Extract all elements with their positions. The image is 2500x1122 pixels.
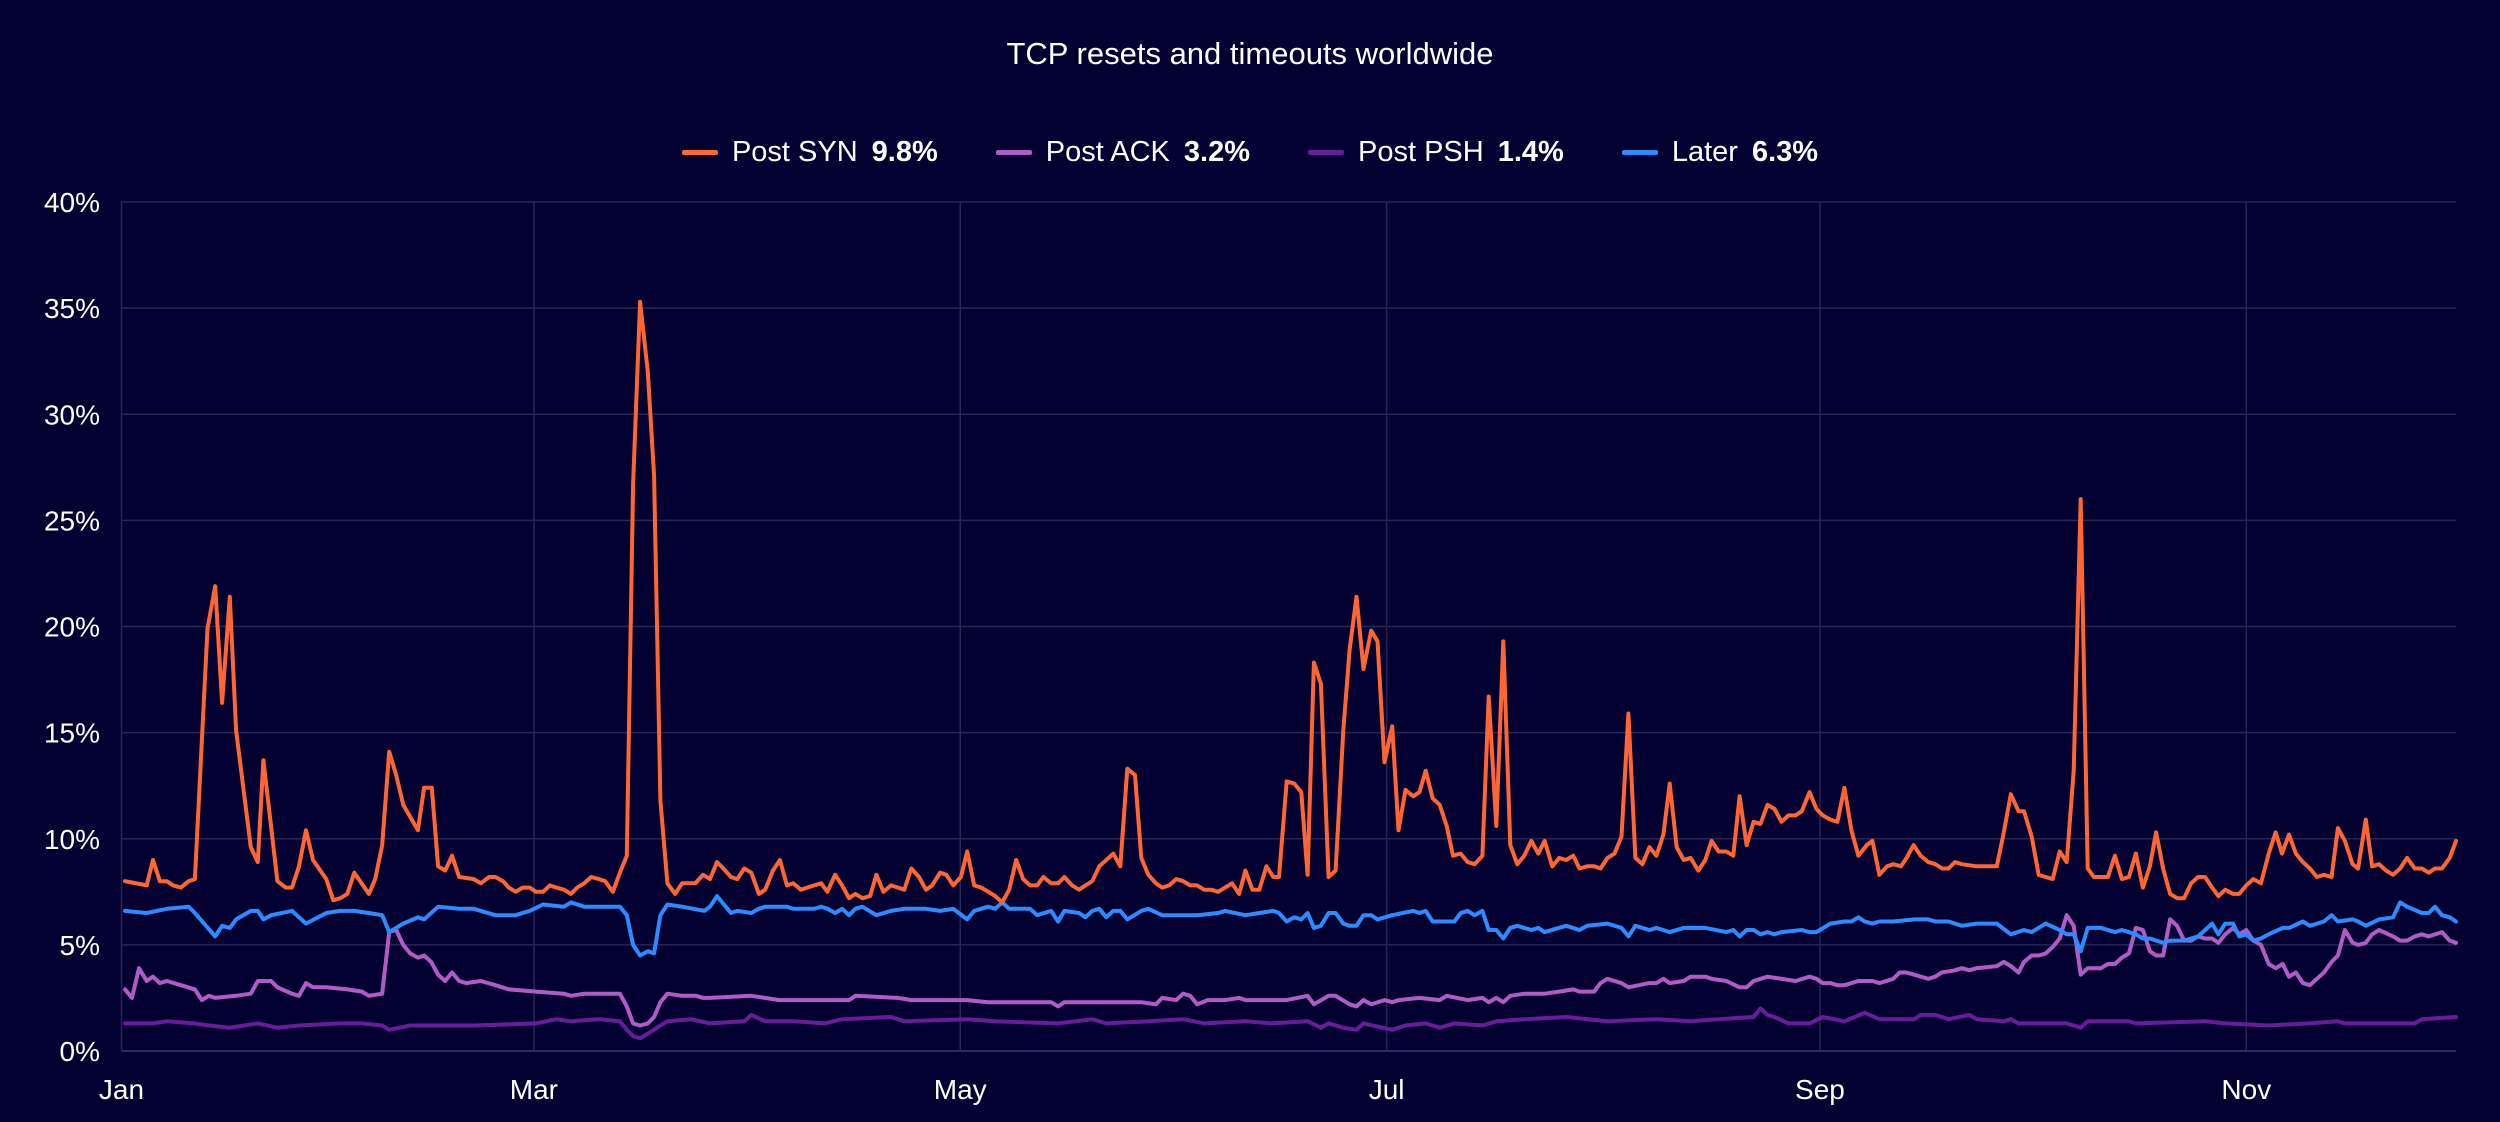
legend-label: Later bbox=[1671, 136, 1738, 168]
y-tick-label: 25% bbox=[44, 505, 100, 536]
legend: Post SYN 9.8% Post ACK 3.2% Post PSH 1.4… bbox=[0, 136, 2500, 169]
chart-title: TCP resets and timeouts worldwide bbox=[1006, 36, 1494, 71]
y-tick-label: 10% bbox=[44, 824, 100, 855]
legend-item-later[interactable]: Later 6.3% bbox=[1621, 136, 1819, 169]
y-tick-label: 0% bbox=[60, 1036, 100, 1067]
legend-swatch-later bbox=[1621, 150, 1658, 155]
legend-swatch-post-psh bbox=[1308, 150, 1344, 155]
y-tick-label: 15% bbox=[44, 718, 100, 749]
x-tick-label: May bbox=[934, 1074, 987, 1105]
legend-value: 9.8% bbox=[871, 136, 938, 168]
legend-label: Post PSH bbox=[1358, 136, 1484, 168]
y-axis: 0% 5% 10% 15% 20% 25% 30% 35% 40% bbox=[44, 187, 100, 1067]
legend-label: Post SYN bbox=[731, 136, 858, 168]
legend-value: 1.4% bbox=[1497, 136, 1564, 168]
series-line-post-psh[interactable] bbox=[123, 1006, 2458, 1041]
legend-value: 3.2% bbox=[1183, 136, 1250, 168]
y-tick-label: 5% bbox=[60, 930, 100, 961]
series-line-post-syn[interactable] bbox=[123, 299, 2458, 905]
x-tick-label: Jan bbox=[99, 1074, 144, 1105]
y-tick-label: 40% bbox=[44, 187, 100, 218]
legend-value: 6.3% bbox=[1751, 136, 1819, 168]
series-line-post-ack[interactable] bbox=[123, 913, 2458, 1028]
x-tick-label: Jul bbox=[1369, 1074, 1405, 1105]
series-line-later[interactable] bbox=[123, 894, 2458, 958]
y-tick-label: 20% bbox=[44, 612, 100, 643]
legend-swatch-post-ack bbox=[995, 150, 1032, 155]
y-tick-label: 35% bbox=[44, 293, 100, 324]
x-tick-label: Sep bbox=[1795, 1074, 1845, 1105]
legend-item-post-syn[interactable]: Post SYN 9.8% bbox=[681, 136, 938, 169]
x-tick-label: Nov bbox=[2221, 1074, 2271, 1105]
x-axis: Jan Mar May Jul Sep Nov bbox=[99, 1074, 2271, 1105]
x-tick-label: Mar bbox=[510, 1074, 558, 1105]
legend-item-post-ack[interactable]: Post ACK 3.2% bbox=[995, 136, 1250, 169]
y-tick-label: 30% bbox=[44, 399, 100, 430]
legend-item-post-psh[interactable]: Post PSH 1.4% bbox=[1308, 136, 1564, 169]
legend-swatch-post-syn bbox=[681, 150, 718, 155]
grid bbox=[120, 201, 2456, 1052]
series-lines bbox=[123, 299, 2458, 1041]
legend-label: Post ACK bbox=[1045, 136, 1170, 168]
